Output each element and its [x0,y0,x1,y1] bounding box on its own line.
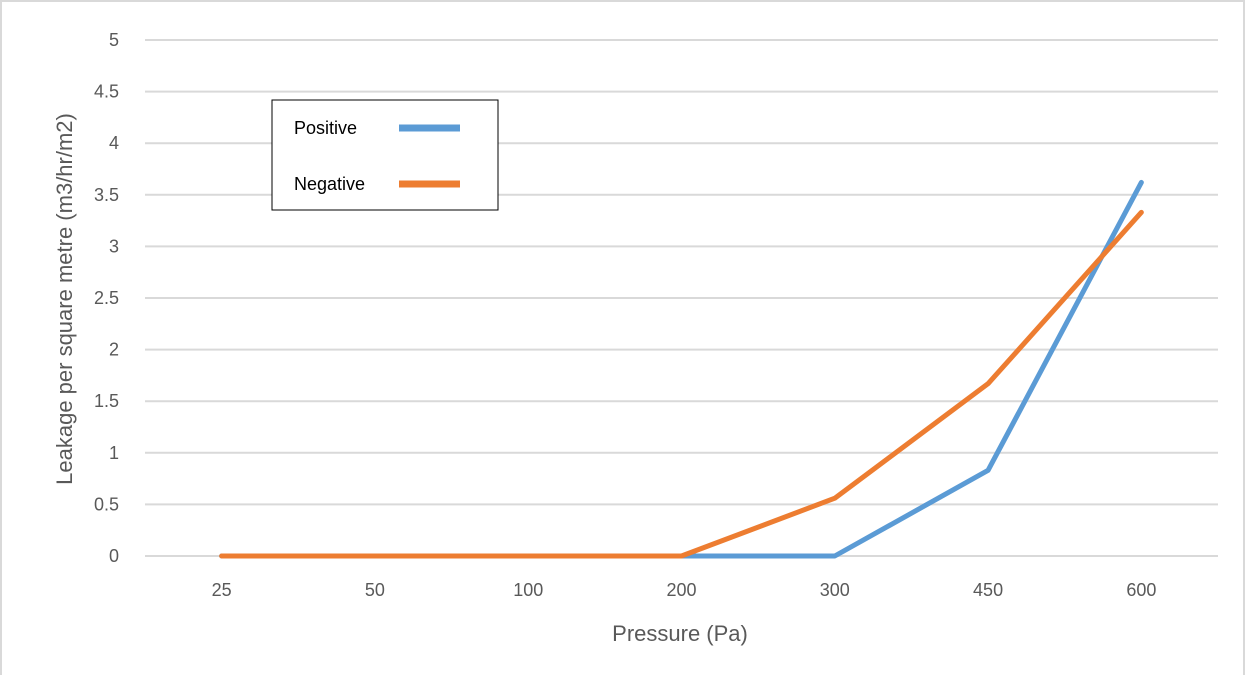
x-tick-label: 25 [212,580,232,600]
y-tick-label: 1.5 [94,391,119,411]
y-tick-label: 2.5 [94,288,119,308]
x-tick-label: 450 [973,580,1003,600]
legend: Positive Negative [271,99,499,211]
x-tick-label: 100 [513,580,543,600]
x-tick-label: 300 [820,580,850,600]
series-line-negative [219,209,1144,559]
y-tick-label: 3 [109,236,119,256]
x-axis-ticks: 25 50 100 200 300 450 600 [212,580,1157,600]
y-tick-label: 3.5 [94,185,119,205]
y-tick-label: 4.5 [94,82,119,102]
gridlines [145,39,1218,557]
y-tick-label: 4 [109,133,119,153]
x-tick-label: 50 [365,580,385,600]
x-tick-label: 600 [1126,580,1156,600]
series-lines [219,179,1144,559]
y-tick-label: 0 [109,546,119,566]
x-axis-title: Pressure (Pa) [612,621,748,646]
y-axis-title: Leakage per square metre (m3/hr/m2) [52,113,77,485]
legend-label-positive: Positive [294,118,357,138]
legend-label-negative: Negative [294,174,365,194]
y-axis-ticks: 0 0.5 1 1.5 2 2.5 3 3.5 4 4.5 5 [94,30,119,566]
x-tick-label: 200 [666,580,696,600]
legend-box [271,99,499,211]
y-tick-label: 1 [109,443,119,463]
y-tick-label: 2 [109,340,119,360]
y-tick-label: 0.5 [94,494,119,514]
y-tick-label: 5 [109,30,119,50]
